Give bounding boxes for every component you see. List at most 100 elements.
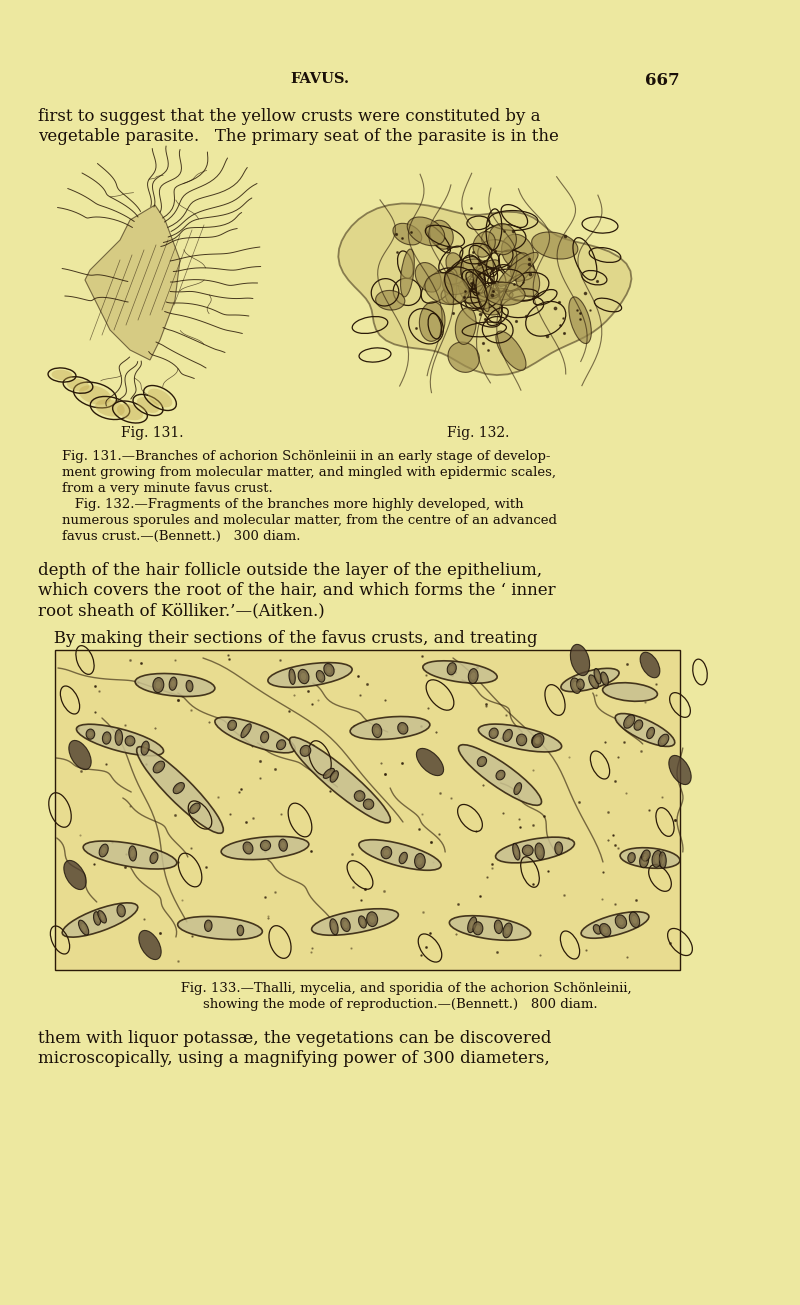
Text: favus crust.—(Bennett.)   300 diam.: favus crust.—(Bennett.) 300 diam. [62, 530, 301, 543]
Ellipse shape [298, 669, 309, 684]
Ellipse shape [137, 746, 223, 834]
Ellipse shape [289, 669, 295, 684]
Ellipse shape [506, 732, 510, 739]
Ellipse shape [117, 904, 126, 917]
Ellipse shape [458, 745, 542, 805]
Ellipse shape [489, 728, 498, 739]
Ellipse shape [281, 842, 286, 848]
Text: Fig. 131.: Fig. 131. [121, 425, 183, 440]
Ellipse shape [514, 783, 522, 795]
Ellipse shape [569, 296, 591, 343]
Ellipse shape [215, 718, 295, 753]
Text: microscopically, using a magnifying power of 300 diameters,: microscopically, using a magnifying powe… [38, 1051, 550, 1067]
Ellipse shape [115, 729, 122, 745]
Ellipse shape [357, 793, 362, 799]
Ellipse shape [601, 672, 609, 685]
Ellipse shape [206, 923, 210, 929]
Ellipse shape [634, 720, 642, 731]
Ellipse shape [487, 288, 513, 300]
Ellipse shape [374, 727, 379, 735]
Ellipse shape [522, 846, 533, 856]
Ellipse shape [423, 660, 497, 684]
Ellipse shape [478, 757, 486, 766]
Ellipse shape [366, 912, 378, 927]
Ellipse shape [640, 652, 660, 677]
Ellipse shape [105, 735, 109, 741]
Ellipse shape [642, 850, 650, 861]
Ellipse shape [450, 916, 530, 941]
Ellipse shape [359, 839, 441, 870]
Ellipse shape [117, 733, 121, 741]
Ellipse shape [277, 740, 286, 749]
Ellipse shape [620, 848, 680, 868]
Text: root sheath of Kölliker.’—(Aitken.): root sheath of Kölliker.’—(Aitken.) [38, 602, 325, 619]
Ellipse shape [119, 908, 123, 914]
Ellipse shape [555, 842, 562, 855]
Text: FAVUS.: FAVUS. [290, 72, 349, 86]
Ellipse shape [290, 737, 390, 823]
Ellipse shape [407, 217, 445, 245]
Ellipse shape [141, 741, 149, 756]
Ellipse shape [458, 279, 502, 315]
Text: vegetable parasite.   The primary seat of the parasite is in the: vegetable parasite. The primary seat of … [38, 128, 559, 145]
Ellipse shape [517, 735, 526, 745]
Ellipse shape [416, 748, 444, 775]
Ellipse shape [94, 912, 101, 925]
Ellipse shape [372, 724, 382, 737]
Ellipse shape [399, 852, 407, 864]
Ellipse shape [83, 840, 177, 869]
Ellipse shape [442, 258, 486, 295]
Ellipse shape [602, 675, 606, 683]
Ellipse shape [510, 253, 530, 282]
Ellipse shape [117, 403, 143, 420]
Ellipse shape [323, 769, 334, 778]
Text: 667: 667 [645, 72, 680, 89]
Ellipse shape [594, 668, 601, 684]
Ellipse shape [402, 855, 406, 861]
Text: which covers the root of the hair, and which forms the ‘ inner: which covers the root of the hair, and w… [38, 582, 556, 599]
Ellipse shape [169, 677, 177, 690]
Ellipse shape [503, 923, 512, 938]
Ellipse shape [221, 837, 309, 860]
Ellipse shape [624, 715, 634, 728]
Ellipse shape [156, 765, 162, 770]
Ellipse shape [473, 270, 490, 312]
Ellipse shape [414, 853, 426, 869]
Ellipse shape [366, 801, 371, 806]
Ellipse shape [237, 925, 244, 936]
Text: first to suggest that the yellow crusts were constituted by a: first to suggest that the yellow crusts … [38, 108, 541, 125]
Ellipse shape [561, 668, 619, 692]
Ellipse shape [171, 680, 175, 686]
Ellipse shape [341, 917, 350, 932]
Ellipse shape [246, 844, 250, 851]
Ellipse shape [602, 927, 608, 933]
Ellipse shape [519, 737, 524, 743]
Ellipse shape [125, 736, 135, 746]
Ellipse shape [589, 675, 598, 689]
Ellipse shape [354, 791, 365, 801]
Ellipse shape [602, 683, 658, 701]
Ellipse shape [596, 672, 599, 680]
Ellipse shape [361, 919, 364, 925]
Ellipse shape [312, 908, 398, 936]
Ellipse shape [155, 681, 161, 689]
Ellipse shape [190, 803, 200, 813]
Ellipse shape [513, 843, 520, 860]
Ellipse shape [640, 853, 649, 868]
Ellipse shape [381, 847, 392, 859]
Ellipse shape [400, 726, 406, 731]
Ellipse shape [615, 915, 626, 928]
Ellipse shape [137, 397, 159, 412]
Ellipse shape [535, 843, 544, 860]
Ellipse shape [279, 839, 287, 851]
Text: numerous sporules and molecular matter, from the centre of an advanced: numerous sporules and molecular matter, … [62, 514, 557, 527]
Ellipse shape [581, 912, 649, 938]
Ellipse shape [525, 848, 530, 853]
Ellipse shape [496, 770, 505, 780]
Ellipse shape [318, 673, 322, 680]
Ellipse shape [497, 924, 501, 930]
Ellipse shape [594, 925, 601, 934]
Ellipse shape [475, 925, 480, 932]
Ellipse shape [534, 737, 539, 744]
Ellipse shape [186, 680, 193, 692]
